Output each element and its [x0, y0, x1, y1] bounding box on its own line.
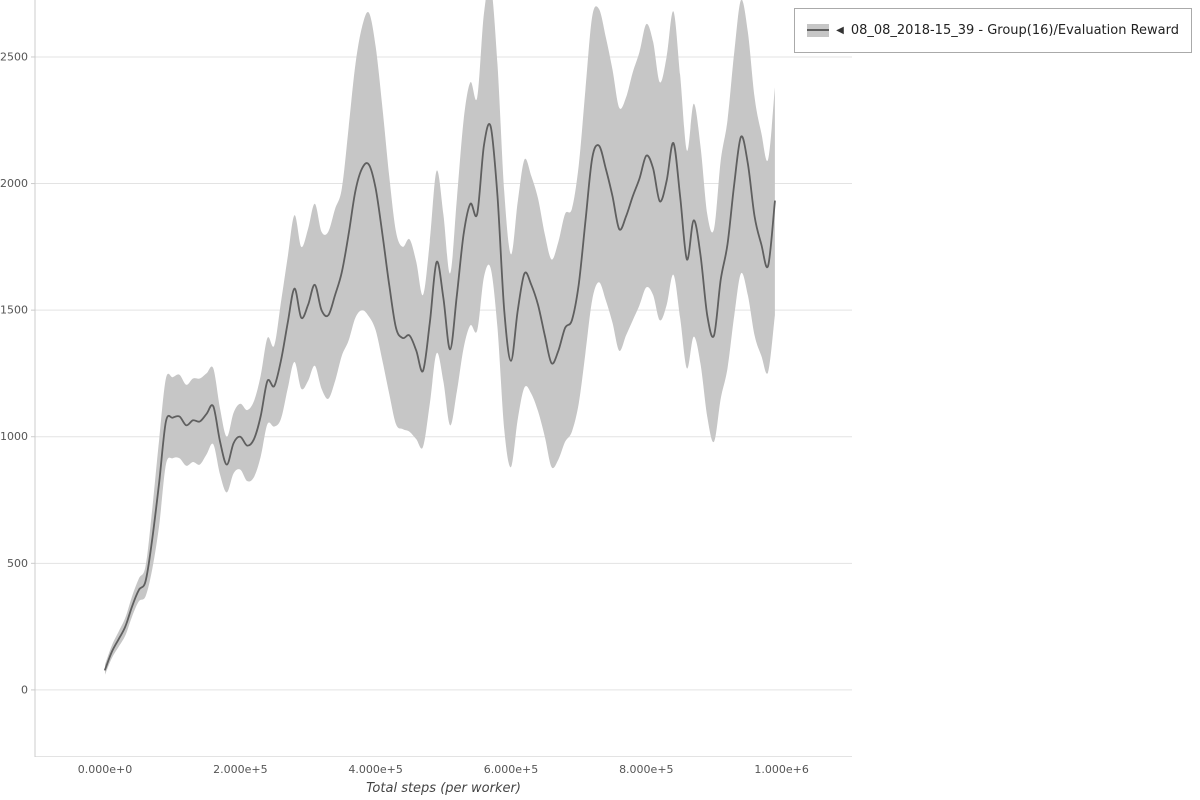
mean-line [104, 123, 776, 671]
svg-text:0.000e+0: 0.000e+0 [78, 763, 132, 776]
svg-text:2.000e+5: 2.000e+5 [213, 763, 267, 776]
x-axis-label: Total steps (per worker) [366, 781, 521, 796]
legend-label: 08_08_2018-15_39 - Group(16)/Evaluation … [850, 23, 1179, 38]
svg-text:4.000e+5: 4.000e+5 [348, 763, 402, 776]
chart-canvas: 0 500 1000 1500 2000 2500 0.000e+0 2.000e+5 4.00… [0, 0, 852, 776]
svg-text:8.000e+5: 8.000e+5 [619, 763, 673, 776]
svg-text:2500: 2500 [0, 50, 28, 63]
legend[interactable]: ◀ 08_08_2018-15_39 - Group(16)/Evaluatio… [794, 8, 1192, 53]
svg-text:1.000e+6: 1.000e+6 [754, 763, 808, 776]
x-tick-labels: 0.000e+0 2.000e+5 4.000e+5 6.000e+5 8.000e+5… [78, 763, 809, 776]
svg-text:1500: 1500 [0, 304, 28, 317]
confidence-band [105, 0, 775, 675]
svg-text:2000: 2000 [0, 177, 28, 190]
legend-collapse-icon[interactable]: ◀ [836, 24, 844, 36]
svg-text:6.000e+5: 6.000e+5 [484, 763, 538, 776]
legend-swatch-icon [807, 24, 830, 37]
svg-text:500: 500 [7, 557, 28, 570]
svg-text:0: 0 [21, 683, 28, 696]
svg-text:1000: 1000 [0, 430, 28, 443]
y-tick-labels: 0 500 1000 1500 2000 2500 [0, 50, 35, 696]
legend-swatch-line-icon [807, 29, 830, 31]
